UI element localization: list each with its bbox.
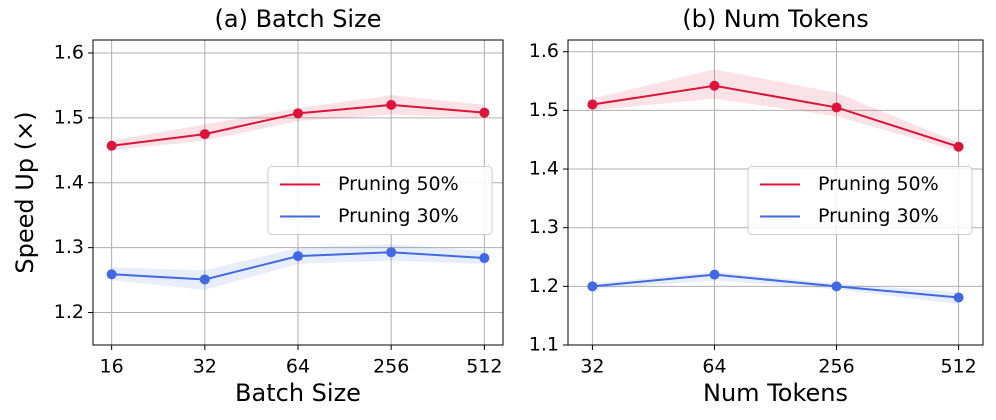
data-point [587,281,598,292]
y-tick-label: 1.1 [529,334,559,356]
x-tick-label: 32 [193,356,217,378]
legend-label: Pruning 30% [338,205,459,227]
data-point [199,129,210,140]
data-point [953,292,964,303]
data-point [386,99,397,110]
y-tick-label: 1.6 [529,40,559,62]
legend-label: Pruning 30% [818,205,939,227]
y-tick-label: 1.5 [54,106,84,128]
legend-label: Pruning 50% [818,173,939,195]
data-point [293,108,303,119]
y-tick-label: 1.2 [54,301,84,323]
series-line [592,84,959,148]
y-tick-label: 1.3 [529,216,559,238]
data-point [953,141,964,152]
x-tick-label: 64 [702,356,726,378]
data-point [831,281,842,292]
data-point [587,99,598,110]
data-point [831,102,842,113]
x-tick-label: 64 [286,356,310,378]
y-tick-label: 1.5 [529,99,559,121]
y-tick-label: 1.3 [54,236,84,258]
x-axis-label: Num Tokens [703,379,848,407]
data-point [386,247,397,258]
data-point [293,251,303,262]
y-tick-label: 1.2 [529,275,559,297]
y-axis-label: Speed Up (×) [11,111,39,273]
x-tick-label: 512 [940,356,976,378]
y-tick-label: 1.6 [54,41,84,63]
legend-box [267,166,493,235]
x-tick-label: 16 [100,356,124,378]
chart-title: (a) Batch Size [215,5,382,33]
x-tick-label: 32 [580,356,604,378]
y-tick-label: 1.4 [54,171,84,193]
error-band [592,271,959,304]
legend-box [747,166,973,235]
x-tick-label: 256 [373,356,409,378]
data-point [479,107,490,118]
data-point [479,253,490,264]
data-point [709,80,720,91]
series-line [592,273,959,299]
x-tick-label: 256 [818,356,854,378]
y-tick-label: 1.4 [529,158,559,180]
x-tick-label: 512 [466,356,502,378]
data-point [106,140,117,151]
data-point [199,274,210,285]
x-axis-label: Batch Size [235,379,361,407]
data-point [709,269,720,280]
plot-frame [567,39,984,346]
plot-frame [92,39,504,346]
legend-label: Pruning 50% [338,173,459,195]
data-point [106,269,117,280]
chart-title: (b) Num Tokens [682,5,869,33]
